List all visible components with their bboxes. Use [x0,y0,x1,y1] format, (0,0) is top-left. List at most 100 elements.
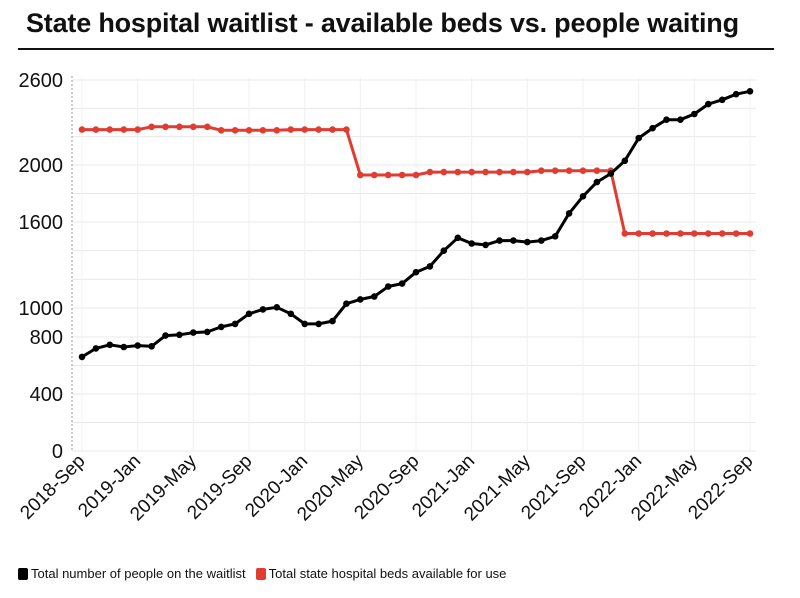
data-point-1 [78,126,86,133]
data-point-0 [287,310,295,318]
data-point-1 [398,171,406,179]
data-point-1 [273,127,281,134]
data-point-0 [607,170,615,177]
data-point-1 [746,230,754,237]
data-point-1 [510,168,517,176]
data-point-0 [551,233,559,240]
data-point-1 [371,171,378,179]
data-point-0 [148,343,155,350]
legend: Total number of people on the waitlist T… [18,566,506,581]
data-point-1 [524,168,531,176]
data-point-1 [412,171,420,179]
data-point-0 [565,210,573,217]
y-tick-label: 1000 [19,298,64,320]
legend-label-waitlist: Total number of people on the waitlist [31,566,246,581]
data-point-1 [315,126,322,133]
data-point-1 [204,123,211,131]
data-point-0 [705,100,712,108]
data-point-0 [691,110,698,118]
chart-title: State hospital waitlist - available beds… [26,8,739,38]
data-point-0 [190,329,197,336]
data-point-1 [245,127,253,134]
data-point-0 [92,345,100,352]
data-point-0 [663,116,670,123]
data-point-1 [357,171,364,179]
data-point-1 [551,167,559,174]
y-tick-label: 2000 [19,155,64,177]
data-point-0 [357,296,364,303]
data-point-0 [579,193,587,200]
data-point-0 [454,234,462,242]
y-tick-label: 2600 [19,70,64,92]
data-point-0 [412,268,420,276]
data-point-1 [538,167,545,174]
data-point-1 [259,127,267,134]
data-point-0 [398,280,406,287]
data-point-0 [106,341,114,349]
data-point-1 [92,126,100,133]
y-tick-label: 1600 [19,212,64,234]
data-point-1 [468,168,476,176]
data-point-1 [343,126,350,133]
data-point-0 [677,116,684,123]
data-point-1 [677,230,684,237]
data-point-1 [593,167,601,174]
data-point-0 [217,323,225,331]
data-point-0 [245,310,253,318]
data-point-1 [329,126,336,133]
data-point-0 [468,240,476,247]
data-point-0 [482,241,489,249]
y-tick-label: 800 [30,327,63,349]
y-tick-label: 0 [52,441,63,463]
data-point-1 [691,230,698,237]
data-point-1 [301,126,309,133]
title-divider [18,48,774,50]
data-point-1 [496,168,503,176]
data-point-1 [384,171,392,179]
data-point-1 [176,123,183,131]
data-point-1 [426,168,434,176]
data-point-0 [259,306,267,313]
data-point-0 [176,331,183,339]
data-point-0 [718,96,726,104]
data-point-0 [315,320,322,328]
data-point-0 [301,320,309,328]
data-point-1 [454,168,462,176]
data-point-1 [287,126,295,133]
data-point-0 [649,124,656,132]
legend-item-beds: Total state hospital beds available for … [255,566,506,581]
data-point-1 [705,230,712,237]
data-point-0 [621,157,629,165]
data-point-0 [496,237,503,244]
data-point-0 [343,300,350,308]
data-point-1 [190,123,197,131]
data-point-1 [120,126,128,133]
data-point-0 [162,332,169,339]
data-point-1 [621,230,629,237]
data-point-0 [78,353,86,361]
data-point-1 [134,126,141,133]
data-point-0 [524,238,531,246]
data-point-1 [231,127,239,134]
data-point-1 [635,230,642,237]
data-point-1 [579,167,587,174]
data-point-0 [593,178,601,186]
data-point-0 [440,247,448,254]
data-point-1 [663,230,670,237]
data-point-1 [106,126,114,133]
data-point-1 [217,127,225,134]
data-point-0 [371,293,378,300]
data-point-0 [635,134,642,142]
data-point-1 [732,230,740,237]
data-point-1 [482,168,489,176]
data-point-1 [148,123,155,131]
legend-item-waitlist: Total number of people on the waitlist [18,566,246,581]
data-point-0 [273,304,281,311]
data-point-1 [718,230,726,237]
data-point-1 [162,123,169,131]
data-point-1 [440,168,448,176]
data-point-0 [426,263,434,270]
data-point-0 [329,317,336,325]
data-point-1 [565,167,573,174]
